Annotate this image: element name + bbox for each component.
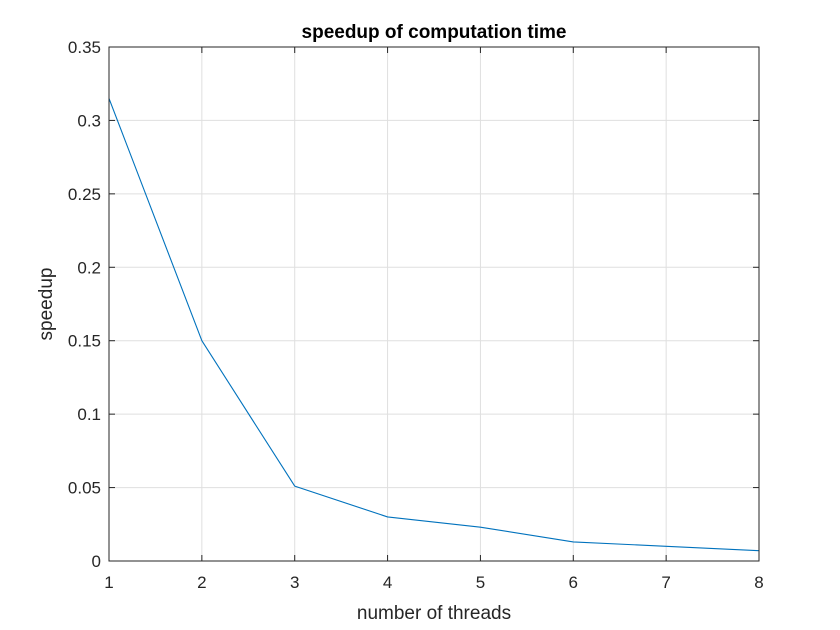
y-tick-label: 0.1 bbox=[77, 405, 101, 424]
plot-frame bbox=[108, 46, 760, 562]
x-tick-label: 1 bbox=[104, 573, 113, 592]
x-tick-label: 6 bbox=[569, 573, 578, 592]
y-tick-label: 0.15 bbox=[68, 332, 101, 351]
y-tick-label: 0.3 bbox=[77, 111, 101, 130]
x-tick-label: 3 bbox=[290, 573, 299, 592]
y-tick-label: 0.05 bbox=[68, 479, 101, 498]
x-tick-label: 2 bbox=[197, 573, 206, 592]
y-tick-labels: 0 0.05 0.1 0.15 0.2 0.25 0.3 0.35 bbox=[68, 38, 101, 571]
y-tick-label: 0.35 bbox=[68, 38, 101, 57]
y-tick-label: 0.2 bbox=[77, 258, 101, 277]
x-tick-label: 8 bbox=[754, 573, 763, 592]
chart-title: speedup of computation time bbox=[302, 22, 567, 43]
series-line bbox=[108, 98, 760, 552]
y-axis-label: speedup bbox=[36, 268, 57, 341]
plot-background bbox=[109, 47, 759, 561]
grid bbox=[108, 46, 760, 562]
x-tick-label: 7 bbox=[661, 573, 670, 592]
x-axis-label: number of threads bbox=[357, 603, 511, 624]
x-tick-label: 4 bbox=[383, 573, 392, 592]
x-tick-labels: 1 2 3 4 5 6 7 8 bbox=[104, 573, 763, 592]
y-tick-label: 0.25 bbox=[68, 185, 101, 204]
x-tick-label: 5 bbox=[476, 573, 485, 592]
series-layer bbox=[108, 98, 760, 552]
ticks bbox=[108, 46, 760, 562]
y-tick-label: 0 bbox=[92, 552, 101, 571]
